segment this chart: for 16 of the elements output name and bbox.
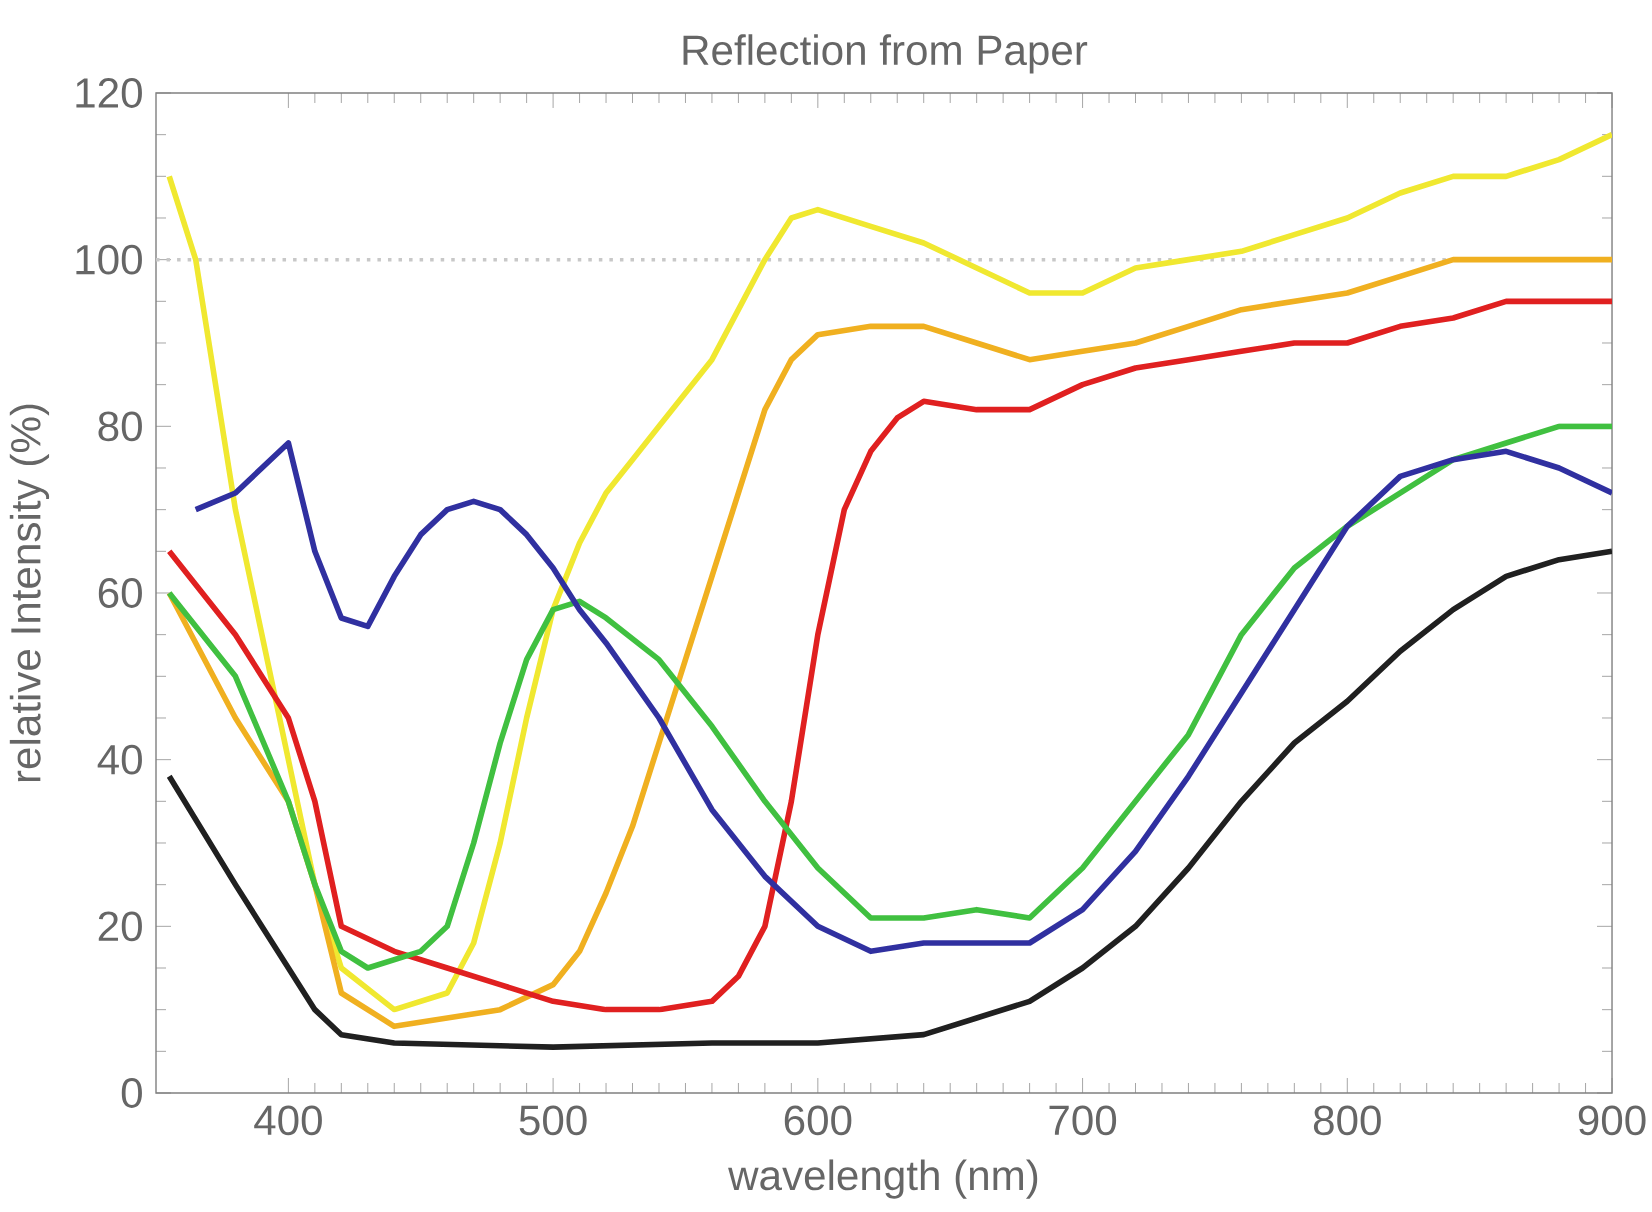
x-tick-label: 600 [784,1105,852,1136]
x-axis-title: wavelength (nm) [728,1159,1038,1199]
y-tick-label: 0 [121,1078,142,1108]
y-tick-label: 40 [97,744,142,775]
chart-title: Reflection from Paper [683,34,1088,74]
y-tick-label: 20 [98,911,142,942]
y-tick-label: 60 [98,578,142,608]
x-tick-label: 500 [519,1105,587,1136]
y-tick-label: 80 [98,411,142,442]
x-tick-label: 400 [254,1105,322,1136]
x-tick-label: 800 [1313,1105,1381,1136]
y-tick-label: 100 [76,244,142,275]
y-axis-title: relative Intensity (%) [9,404,50,782]
x-tick-label: 700 [1049,1105,1117,1136]
y-tick-label: 120 [76,78,142,108]
x-tick-label: 900 [1578,1105,1646,1136]
